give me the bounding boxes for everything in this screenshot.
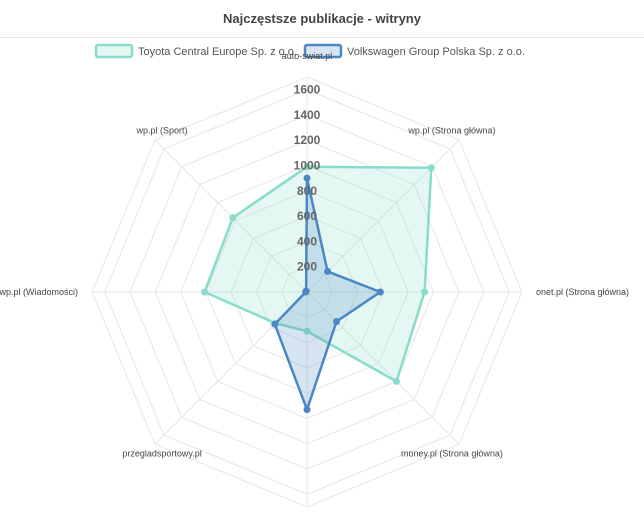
tick-label: 200 [297, 260, 317, 274]
category-label: wp.pl (Strona główna) [407, 126, 495, 136]
data-point-volkswagen[interactable] [333, 318, 341, 326]
data-point-toyota[interactable] [421, 288, 429, 296]
axis-labels: auto-swiat.pl wp.pl (Strona główna) onet.p… [0, 51, 629, 458]
legend-label-toyota: Toyota Central Europe Sp. z o.o. [138, 46, 297, 58]
chart-title: Najczęstsze publikacje - witryny [0, 0, 644, 38]
tick-label: 600 [297, 209, 317, 223]
legend-item-toyota[interactable]: Toyota Central Europe Sp. z o.o. [94, 43, 297, 59]
data-point-volkswagen[interactable] [303, 406, 311, 414]
radial-ticks: 200 400 600 800 1000 1200 1400 1600 [294, 83, 321, 274]
series-layer [201, 163, 435, 414]
legend-item-volkswagen[interactable]: Volkswagen Group Polska Sp. z o.o. [303, 43, 525, 59]
data-point-volkswagen[interactable] [303, 174, 311, 182]
data-point-volkswagen[interactable] [324, 267, 332, 275]
tick-label: 400 [297, 234, 317, 248]
legend-swatch-volkswagen [303, 43, 343, 59]
tick-label: 800 [297, 184, 317, 198]
data-point-volkswagen[interactable] [271, 320, 279, 328]
data-point-toyota[interactable] [392, 377, 400, 385]
tick-label: 1000 [294, 159, 321, 173]
category-label: wp.pl (Wiadomości) [0, 287, 78, 297]
tick-label: 1200 [294, 133, 321, 147]
data-point-toyota[interactable] [303, 327, 311, 335]
legend-label-volkswagen: Volkswagen Group Polska Sp. z o.o. [347, 46, 525, 58]
data-point-volkswagen[interactable] [302, 287, 310, 295]
data-point-toyota[interactable] [427, 164, 435, 172]
category-label: onet.pl (Strona główna) [536, 287, 629, 297]
grid-spoke [306, 291, 460, 445]
data-point-toyota[interactable] [229, 214, 237, 222]
category-label: auto-swiat.pl [282, 51, 333, 61]
tick-label: 1600 [294, 83, 321, 97]
legend: Toyota Central Europe Sp. z o.o. Volkswa… [94, 43, 525, 59]
category-label: przegladsportowy.pl [122, 448, 201, 458]
data-point-volkswagen[interactable] [376, 288, 384, 296]
category-label: wp.pl (Sport) [136, 126, 188, 136]
legend-swatch-toyota [94, 43, 134, 59]
tick-label: 1400 [294, 108, 321, 122]
data-point-toyota[interactable] [201, 288, 209, 296]
data-point-toyota[interactable] [303, 163, 311, 171]
category-label: money.pl (Strona główna) [401, 448, 503, 458]
